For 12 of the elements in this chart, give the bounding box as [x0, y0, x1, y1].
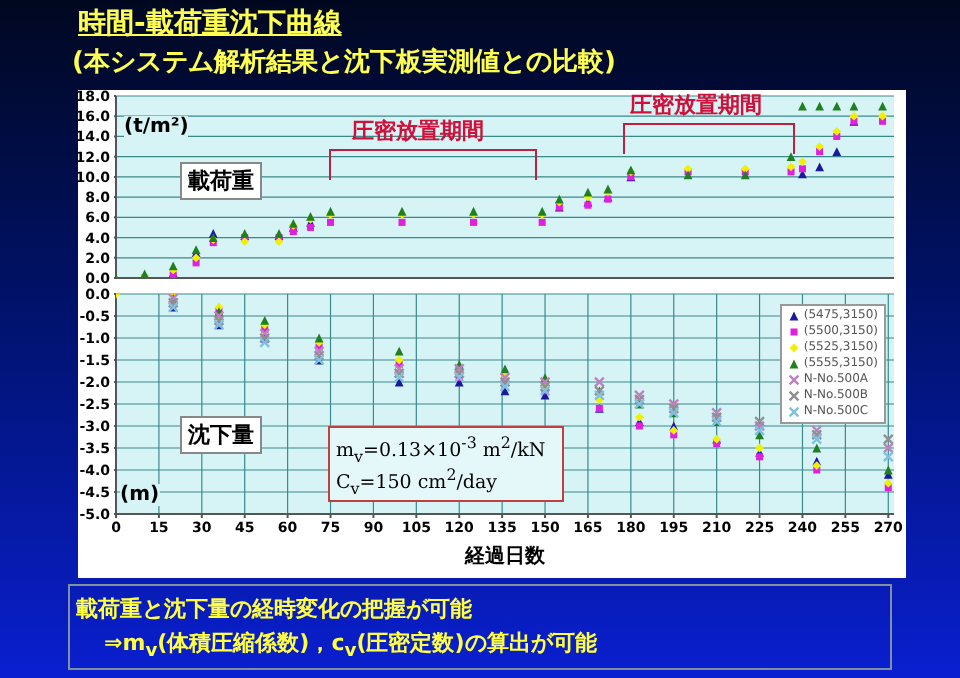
chart-title: 時間-載荷重沈下曲線 [78, 6, 342, 42]
y-axis-title: (t/m²) [124, 116, 189, 138]
annotation: m$_{v}$=0.13×10$^{-3}$ m$^{2}$/kN [336, 434, 546, 467]
annotation: C$_{v}$=150 cm$^{2}$/day [336, 466, 498, 499]
text: ⇒m$_{v}$(体積圧縮係数)，c$_{v}$(圧密定数)の算出が可能 [104, 628, 597, 663]
y-axis-title: (m) [120, 484, 160, 506]
annotation: 圧密放置期間 [630, 90, 762, 120]
text: 載荷重と沈下量の経時変化の把握が可能 [76, 594, 472, 624]
annotation: 載荷重 [180, 162, 262, 200]
x-axis-title: 経過日数 [462, 543, 547, 570]
annotation: 沈下量 [180, 416, 262, 454]
chart-subtitle: (本システム解析結果と沈下板実測値との比較) [72, 45, 616, 80]
